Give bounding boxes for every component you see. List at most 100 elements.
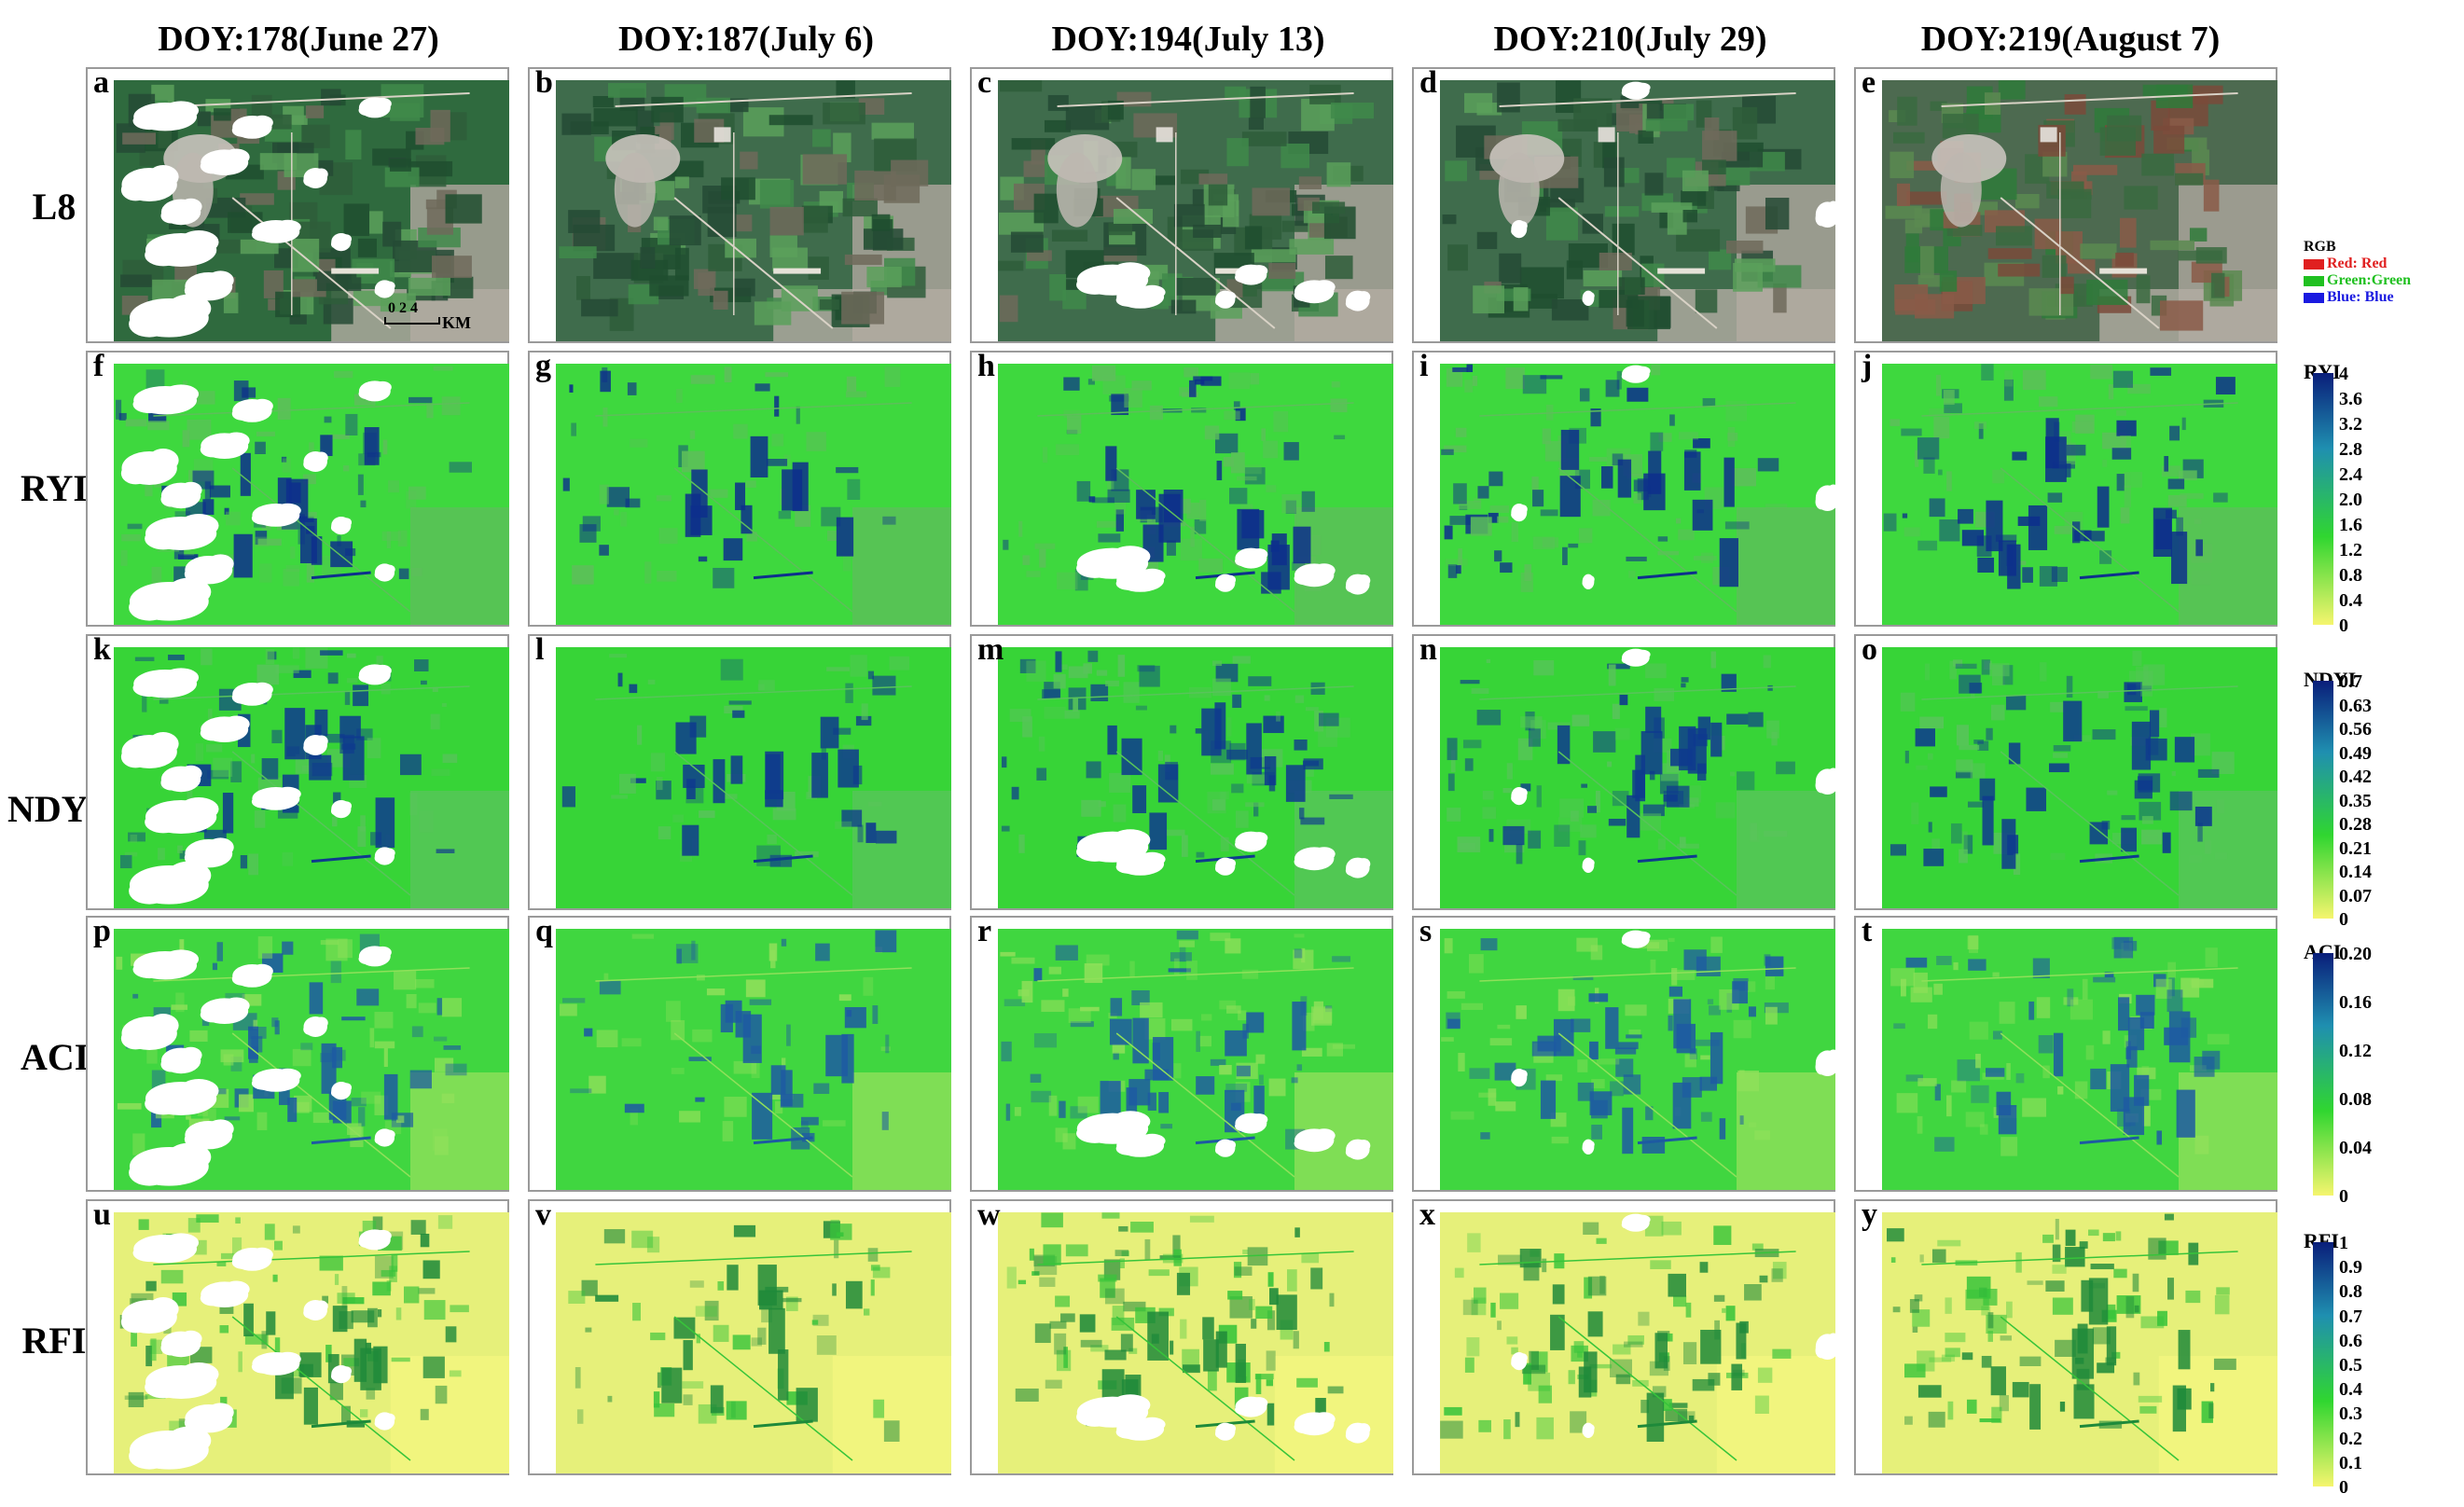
satellite-image <box>114 80 509 341</box>
map-panel-l: l <box>528 632 951 910</box>
red-swatch-icon <box>2304 258 2324 270</box>
map-panel-r: r <box>970 914 1393 1192</box>
map-panel-v: v <box>528 1197 951 1475</box>
map-panel-f: f <box>86 349 509 627</box>
colorbar-aci: ACI 0.20 0.16 0.12 0.08 0.04 0 <box>2304 942 2372 1207</box>
panel-letter: o <box>1862 632 1877 667</box>
colorbar-tick-label: 0 <box>2339 615 2348 636</box>
rgb-legend: RGB Red: Red Green:Green Blue: Blue <box>2304 239 2411 306</box>
row-label-aci: ACI <box>21 1036 90 1078</box>
map-panel-o: o <box>1854 632 2277 910</box>
colorbar-gradient <box>2313 681 2333 919</box>
index-map-image <box>114 364 509 625</box>
map-panel-w: w <box>970 1197 1393 1475</box>
map-panel-a: a 0 2 4 KM <box>86 65 509 343</box>
index-map-image <box>114 1212 509 1473</box>
colorbar-tick-label: 0.9 <box>2339 1257 2362 1279</box>
index-map-image <box>998 929 1393 1190</box>
colorbar-tick-label: 0.5 <box>2339 1355 2362 1376</box>
colorbar-tick-label: 2.4 <box>2339 464 2362 485</box>
index-map-image <box>556 1212 951 1473</box>
colorbar-tick-label: 1 <box>2339 1233 2348 1253</box>
map-panel-t: t <box>1854 914 2277 1192</box>
panel-letter: r <box>977 914 992 948</box>
colorbar-tick-label: 0.7 <box>2339 1306 2362 1327</box>
index-map-image <box>1882 929 2277 1190</box>
index-map-image <box>114 929 509 1190</box>
colorbar-tick-label: 0.3 <box>2339 1403 2362 1425</box>
colorbar-tick-label: 0.2 <box>2339 1428 2362 1449</box>
colorbar-tick-label: 0.63 <box>2339 695 2372 716</box>
map-panel-c: c <box>970 65 1393 343</box>
index-map-image <box>1440 929 1835 1190</box>
colorbar-tick-label: 0.8 <box>2339 1281 2362 1303</box>
map-panel-y: y <box>1854 1197 2277 1475</box>
colorbar-tick-label: 0.35 <box>2339 790 2372 811</box>
column-header-3: DOY:194(July 13) <box>1051 20 1325 59</box>
colorbar-ndyi: NDYI 0.7 0.63 0.56 0.49 0.42 0.35 0.28 0.21 0.14 0… <box>2304 670 2372 930</box>
panel-letter: m <box>977 632 1004 667</box>
map-panel-j: j <box>1854 349 2277 627</box>
rgb-legend-red-label: Red: Red <box>2327 256 2388 271</box>
panel-letter: w <box>977 1197 1001 1232</box>
index-map-image <box>998 364 1393 625</box>
blue-swatch-icon <box>2304 292 2324 303</box>
panel-letter: i <box>1419 349 1429 383</box>
panel-letter: g <box>535 349 551 383</box>
colorbar-tick-label: 3.2 <box>2339 414 2362 435</box>
colorbar-tick-label: 0.12 <box>2339 1041 2372 1061</box>
colorbar-tick-label: 2.8 <box>2339 439 2362 460</box>
map-panel-s: s <box>1412 914 1835 1192</box>
map-panel-u: u <box>86 1197 509 1475</box>
index-map-image <box>998 1212 1393 1473</box>
rgb-legend-green-label: Green:Green <box>2327 272 2412 288</box>
panel-letter: k <box>93 632 111 667</box>
column-header-2: DOY:187(July 6) <box>617 20 875 59</box>
panel-letter: q <box>535 914 553 948</box>
index-map-image <box>556 364 951 625</box>
scale-bar-unit: KM <box>442 313 471 332</box>
panel-letter: f <box>93 349 104 383</box>
colorbar-tick-label: 4 <box>2339 364 2348 384</box>
panel-letter: t <box>1862 914 1873 948</box>
map-panel-b: b <box>528 65 951 343</box>
panel-letter: l <box>535 632 545 667</box>
colorbar-tick-label: 0.6 <box>2339 1330 2362 1351</box>
rgb-legend-green: Green:Green <box>2304 272 2411 289</box>
green-swatch-icon <box>2304 275 2324 286</box>
colorbar-tick-label: 0.21 <box>2339 837 2372 859</box>
panel-letter: b <box>535 65 553 100</box>
map-panel-p: p <box>86 914 509 1192</box>
index-map-image <box>1440 1212 1835 1473</box>
column-header-1: DOY:178(June 27) <box>158 20 439 59</box>
map-panel-e: e <box>1854 65 2277 343</box>
index-map-image <box>114 647 509 908</box>
colorbar-tick-label: 0.1 <box>2339 1452 2362 1473</box>
map-panel-m: m <box>970 632 1393 910</box>
colorbar-tick-label: 1.2 <box>2339 540 2362 560</box>
map-panel-k: k <box>86 632 509 910</box>
index-map-image <box>1882 364 2277 625</box>
column-header-5: DOY:219(August 7) <box>1920 20 2221 59</box>
panel-letter: y <box>1862 1197 1877 1232</box>
panel-letter: h <box>977 349 995 383</box>
colorbar-tick-label: 0 <box>2339 909 2348 930</box>
map-panel-n: n <box>1412 632 1835 910</box>
index-map-image <box>1440 647 1835 908</box>
rgb-legend-blue: Blue: Blue <box>2304 289 2411 306</box>
scale-bar-ticks: 0 2 4 <box>388 300 418 316</box>
satellite-image <box>1440 80 1835 341</box>
colorbar-tick-label: 0.49 <box>2339 742 2372 764</box>
colorbar-tick-label: 0.8 <box>2339 565 2362 586</box>
colorbar-tick-label: 0.28 <box>2339 814 2372 835</box>
map-panel-x: x <box>1412 1197 1835 1475</box>
map-panel-d: d <box>1412 65 1835 343</box>
panel-letter: v <box>535 1197 551 1232</box>
colorbar-tick-label: 2.0 <box>2339 490 2362 510</box>
index-map-image <box>556 929 951 1190</box>
row-label-ryi: RYI <box>21 467 88 509</box>
colorbar-tick-label: 1.6 <box>2339 515 2362 535</box>
colorbar-tick-label: 0.20 <box>2339 944 2372 964</box>
panel-letter: a <box>93 65 109 100</box>
panel-letter: p <box>93 914 111 948</box>
